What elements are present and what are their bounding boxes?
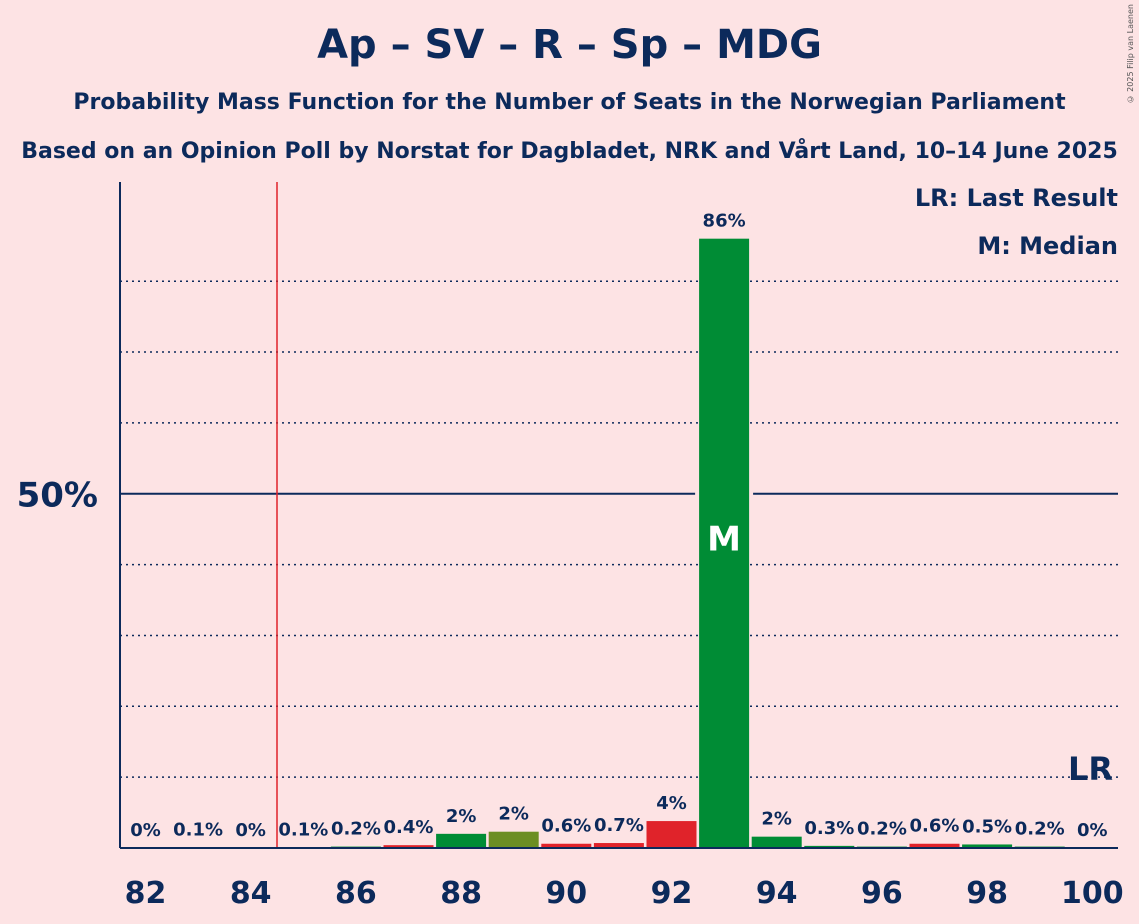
legend-median: M: Median <box>977 232 1118 260</box>
value-label-83: 0.1% <box>173 819 223 840</box>
x-tick-label-92: 92 <box>651 876 693 911</box>
x-tick-label-96: 96 <box>861 876 903 911</box>
bar-98 <box>962 844 1013 848</box>
x-tick-label-86: 86 <box>335 876 377 911</box>
bar-90 <box>541 843 592 848</box>
bar-97 <box>909 843 960 848</box>
value-label-91: 0.7% <box>594 815 644 836</box>
x-tick-label-82: 82 <box>125 876 167 911</box>
value-label-95: 0.3% <box>804 818 854 839</box>
value-label-85: 0.1% <box>278 819 328 840</box>
bar-95 <box>804 845 855 848</box>
x-tick-label-94: 94 <box>756 876 798 911</box>
last-result-marker: LR <box>1068 750 1113 788</box>
bar-91 <box>593 843 644 848</box>
value-label-94: 2% <box>761 809 792 830</box>
value-label-87: 0.4% <box>384 817 434 838</box>
bar-88 <box>436 833 487 848</box>
value-label-97: 0.6% <box>910 816 960 837</box>
median-marker: M <box>707 519 741 559</box>
x-tick-label-100: 100 <box>1061 876 1124 911</box>
chart-title: Ap – SV – R – Sp – MDG <box>317 22 822 68</box>
bar-94 <box>751 836 802 848</box>
value-label-100: 0% <box>1077 820 1108 841</box>
value-label-98: 0.5% <box>962 816 1012 837</box>
value-label-92: 4% <box>656 793 687 814</box>
value-label-96: 0.2% <box>857 819 907 840</box>
value-label-90: 0.6% <box>541 816 591 837</box>
x-tick-label-90: 90 <box>545 876 587 911</box>
bar-93 <box>699 238 750 848</box>
value-label-84: 0% <box>235 820 266 841</box>
y-tick-label-50: 50% <box>17 476 98 516</box>
x-tick-label-84: 84 <box>230 876 272 911</box>
value-label-93: 86% <box>703 211 746 232</box>
chart-subtitle-source: Based on an Opinion Poll by Norstat for … <box>21 139 1118 164</box>
value-label-88: 2% <box>446 806 477 827</box>
legend-last-result: LR: Last Result <box>914 184 1118 212</box>
x-tick-label-98: 98 <box>966 876 1008 911</box>
value-label-89: 2% <box>498 804 529 825</box>
bar-89 <box>488 831 539 848</box>
value-label-99: 0.2% <box>1015 819 1065 840</box>
value-label-82: 0% <box>130 820 161 841</box>
bar-92 <box>646 821 697 848</box>
value-label-86: 0.2% <box>331 819 381 840</box>
bar-87 <box>383 845 434 848</box>
x-tick-label-88: 88 <box>440 876 482 911</box>
chart-subtitle-method: Probability Mass Function for the Number… <box>73 90 1066 115</box>
